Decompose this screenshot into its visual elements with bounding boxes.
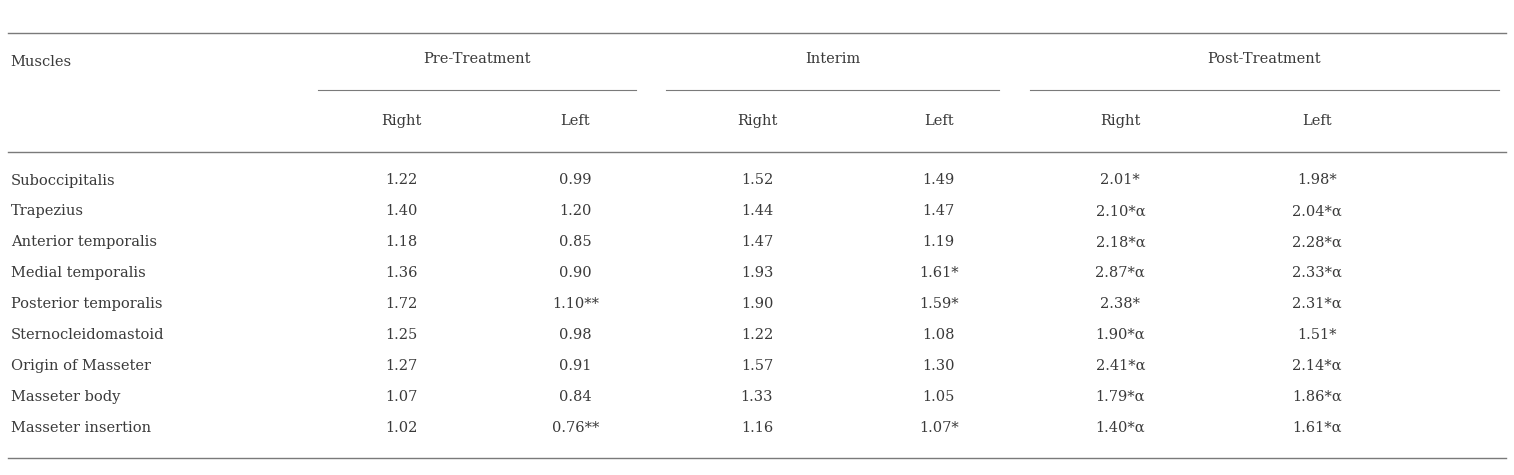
Text: 1.22: 1.22: [740, 328, 774, 342]
Text: 1.49: 1.49: [922, 173, 955, 188]
Text: 1.72: 1.72: [385, 297, 418, 311]
Text: Medial temporalis: Medial temporalis: [11, 266, 145, 280]
Text: 1.59*: 1.59*: [919, 297, 958, 311]
Text: 1.57: 1.57: [740, 359, 774, 373]
Text: 2.14*α: 2.14*α: [1293, 359, 1341, 373]
Text: 1.33: 1.33: [740, 390, 774, 404]
Text: 1.61*: 1.61*: [919, 266, 958, 280]
Text: Sternocleidomastoid: Sternocleidomastoid: [11, 328, 164, 342]
Text: Left: Left: [924, 114, 954, 128]
Text: 2.28*α: 2.28*α: [1293, 235, 1341, 249]
Text: 1.98*: 1.98*: [1297, 173, 1337, 188]
Text: Masseter insertion: Masseter insertion: [11, 420, 151, 435]
Text: 0.90: 0.90: [559, 266, 592, 280]
Text: 1.61*α: 1.61*α: [1293, 420, 1341, 435]
Text: 1.79*α: 1.79*α: [1096, 390, 1145, 404]
Text: 0.84: 0.84: [559, 390, 592, 404]
Text: Interim: Interim: [805, 52, 860, 66]
Text: 2.31*α: 2.31*α: [1293, 297, 1341, 311]
Text: 1.47: 1.47: [740, 235, 774, 249]
Text: 2.04*α: 2.04*α: [1293, 204, 1341, 218]
Text: 1.05: 1.05: [922, 390, 955, 404]
Text: 1.19: 1.19: [922, 235, 955, 249]
Text: 1.07*: 1.07*: [919, 420, 958, 435]
Text: Post-Treatment: Post-Treatment: [1207, 52, 1322, 66]
Text: 1.25: 1.25: [385, 328, 418, 342]
Text: Origin of Masseter: Origin of Masseter: [11, 359, 150, 373]
Text: Left: Left: [560, 114, 590, 128]
Text: 1.08: 1.08: [922, 328, 955, 342]
Text: Right: Right: [1101, 114, 1140, 128]
Text: 0.85: 0.85: [559, 235, 592, 249]
Text: 1.10**: 1.10**: [551, 297, 600, 311]
Text: 2.18*α: 2.18*α: [1096, 235, 1145, 249]
Text: 1.86*α: 1.86*α: [1293, 390, 1341, 404]
Text: 1.02: 1.02: [385, 420, 418, 435]
Text: 1.93: 1.93: [740, 266, 774, 280]
Text: 1.51*: 1.51*: [1297, 328, 1337, 342]
Text: 1.30: 1.30: [922, 359, 955, 373]
Text: Masseter body: Masseter body: [11, 390, 120, 404]
Text: 2.10*α: 2.10*α: [1096, 204, 1145, 218]
Text: Trapezius: Trapezius: [11, 204, 83, 218]
Text: Anterior temporalis: Anterior temporalis: [11, 235, 156, 249]
Text: 0.98: 0.98: [559, 328, 592, 342]
Text: 2.33*α: 2.33*α: [1293, 266, 1341, 280]
Text: 1.27: 1.27: [385, 359, 418, 373]
Text: 1.16: 1.16: [740, 420, 774, 435]
Text: Right: Right: [382, 114, 421, 128]
Text: 2.41*α: 2.41*α: [1096, 359, 1145, 373]
Text: 1.44: 1.44: [740, 204, 774, 218]
Text: Pre-Treatment: Pre-Treatment: [422, 52, 531, 66]
Text: 2.87*α: 2.87*α: [1096, 266, 1145, 280]
Text: 1.40*α: 1.40*α: [1096, 420, 1145, 435]
Text: 1.18: 1.18: [385, 235, 418, 249]
Text: Right: Right: [737, 114, 777, 128]
Text: 1.52: 1.52: [740, 173, 774, 188]
Text: 2.38*: 2.38*: [1101, 297, 1140, 311]
Text: Left: Left: [1302, 114, 1332, 128]
Text: 1.22: 1.22: [385, 173, 418, 188]
Text: Muscles: Muscles: [11, 55, 71, 69]
Text: 1.36: 1.36: [385, 266, 418, 280]
Text: 2.01*: 2.01*: [1101, 173, 1140, 188]
Text: 1.90*α: 1.90*α: [1096, 328, 1145, 342]
Text: 1.47: 1.47: [922, 204, 955, 218]
Text: 0.76**: 0.76**: [551, 420, 600, 435]
Text: 1.07: 1.07: [385, 390, 418, 404]
Text: 0.99: 0.99: [559, 173, 592, 188]
Text: Suboccipitalis: Suboccipitalis: [11, 173, 115, 188]
Text: Posterior temporalis: Posterior temporalis: [11, 297, 162, 311]
Text: 0.91: 0.91: [559, 359, 592, 373]
Text: 1.40: 1.40: [385, 204, 418, 218]
Text: 1.20: 1.20: [559, 204, 592, 218]
Text: 1.90: 1.90: [740, 297, 774, 311]
